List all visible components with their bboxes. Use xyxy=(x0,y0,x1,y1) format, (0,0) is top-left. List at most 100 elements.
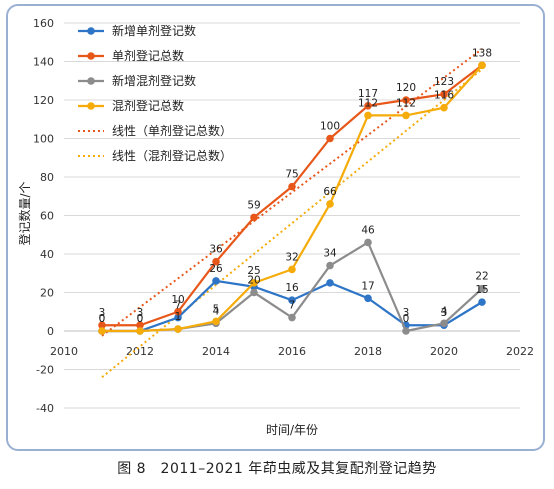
y-tick-label: -20 xyxy=(36,364,54,377)
data-label: 3 xyxy=(99,307,106,319)
data-point xyxy=(250,213,258,222)
data-label: 100 xyxy=(320,121,340,133)
data-point xyxy=(478,284,486,293)
data-label: 0 xyxy=(137,313,144,325)
data-label: 25 xyxy=(247,265,260,277)
x-tick-label: 2012 xyxy=(126,345,154,358)
y-tick-label: -40 xyxy=(36,402,54,415)
data-label: 0 xyxy=(99,313,106,325)
y-tick-label: 120 xyxy=(33,94,54,107)
legend-marker xyxy=(87,27,95,35)
data-point xyxy=(326,200,334,208)
data-point xyxy=(364,101,372,110)
y-tick-label: 20 xyxy=(40,287,54,300)
x-tick-label: 2018 xyxy=(354,345,382,358)
data-label: 0 xyxy=(403,313,410,325)
legend-marker xyxy=(87,102,95,110)
data-label: 3 xyxy=(403,307,410,319)
data-label: 4 xyxy=(213,305,220,317)
legend-label: 新增混剂登记数 xyxy=(112,73,196,88)
data-point xyxy=(98,327,106,335)
data-label: 112 xyxy=(396,97,416,109)
data-label: 10 xyxy=(171,294,184,306)
data-label: 46 xyxy=(361,224,375,236)
data-label: 4 xyxy=(441,305,448,317)
data-point xyxy=(136,327,144,335)
data-point xyxy=(326,261,334,270)
x-tick-label: 2010 xyxy=(50,345,78,358)
data-point xyxy=(174,313,182,322)
y-tick-label: 40 xyxy=(40,248,54,261)
data-point xyxy=(364,238,372,247)
x-tick-label: 2020 xyxy=(430,345,458,358)
y-tick-label: 60 xyxy=(40,210,54,223)
figure-caption: 图 8 2011–2021 年茚虫威及其复配剂登记趋势 xyxy=(117,461,437,477)
data-point xyxy=(250,288,258,297)
data-point xyxy=(326,134,334,143)
data-label: 34 xyxy=(323,248,337,260)
legend-marker xyxy=(87,77,95,85)
data-label: 36 xyxy=(209,244,223,256)
data-point xyxy=(402,96,410,104)
data-point xyxy=(364,111,372,120)
data-point xyxy=(212,277,220,285)
data-label: 32 xyxy=(285,251,298,263)
data-label: 7 xyxy=(289,300,296,312)
data-point xyxy=(440,319,448,328)
data-label: 7 xyxy=(175,300,182,312)
data-label: 112 xyxy=(358,97,378,109)
data-label: 0 xyxy=(99,313,106,325)
data-label: 20 xyxy=(247,275,260,287)
legend-marker xyxy=(87,52,95,60)
data-label: 116 xyxy=(434,90,454,102)
data-label: 75 xyxy=(285,169,298,181)
data-label: 66 xyxy=(323,186,337,198)
data-label: 16 xyxy=(285,282,299,294)
data-label: 138 xyxy=(472,47,492,59)
y-tick-label: 140 xyxy=(33,56,54,69)
legend-label: 线性（单剂登记总数） xyxy=(112,123,232,138)
data-point xyxy=(288,182,296,191)
data-label: 0 xyxy=(137,313,144,325)
legend-label: 线性（混剂登记总数） xyxy=(112,148,232,163)
data-point xyxy=(136,321,144,330)
legend-label: 混剂登记总数 xyxy=(112,98,184,113)
data-label: 59 xyxy=(247,199,260,211)
legend-label: 新增单剂登记数 xyxy=(112,23,196,38)
data-point xyxy=(288,313,296,322)
data-label: 123 xyxy=(434,76,454,88)
data-point xyxy=(288,265,296,274)
data-point xyxy=(478,298,486,306)
y-tick-label: 100 xyxy=(33,133,54,146)
data-point xyxy=(440,90,448,99)
data-point xyxy=(288,296,296,305)
data-label: 17 xyxy=(361,280,374,292)
data-label: 22 xyxy=(475,271,488,283)
y-tick-label: 80 xyxy=(40,171,54,184)
y-tick-label: 160 xyxy=(33,17,54,30)
data-label: 15 xyxy=(475,284,488,296)
data-point xyxy=(326,279,334,287)
data-point xyxy=(250,279,258,287)
x-tick-label: 2022 xyxy=(506,345,534,358)
y-tick-label: 0 xyxy=(47,325,54,338)
data-point xyxy=(212,317,220,326)
data-point xyxy=(364,294,372,303)
trendline xyxy=(101,68,483,378)
data-label: 120 xyxy=(396,82,416,94)
data-label: 5 xyxy=(213,303,220,315)
x-axis-title: 时间/年份 xyxy=(266,423,318,437)
data-point xyxy=(212,257,220,266)
data-label: 3 xyxy=(137,307,144,319)
data-label: 26 xyxy=(209,263,223,275)
data-label: 117 xyxy=(358,88,378,100)
y-axis-title: 登记数量/个 xyxy=(17,181,32,245)
data-point xyxy=(98,321,106,330)
data-point xyxy=(402,327,410,335)
legend-label: 单剂登记总数 xyxy=(112,48,184,63)
chart-frame xyxy=(6,4,545,451)
data-point xyxy=(440,103,448,112)
data-point xyxy=(402,111,410,120)
data-label: 3 xyxy=(441,307,448,319)
data-label: 1 xyxy=(175,311,182,323)
